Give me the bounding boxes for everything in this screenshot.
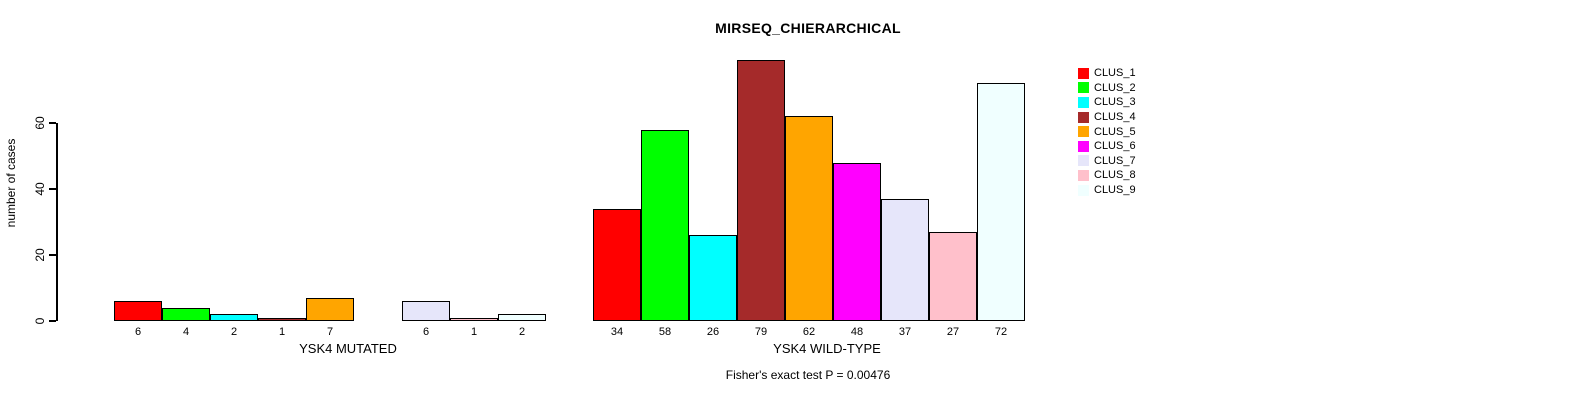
legend-label-clus-8: CLUS_8	[1094, 169, 1136, 182]
legend-swatch-clus-6	[1078, 140, 1089, 152]
bar-wildtype-clus-3	[689, 235, 737, 321]
legend-label-clus-3: CLUS_3	[1094, 96, 1136, 109]
bar-value-label-wildtype-clus-1: 34	[610, 326, 624, 338]
legend-item-clus-9: CLUS_9	[1078, 183, 1136, 198]
y-axis-tick	[49, 320, 56, 322]
legend-item-clus-5: CLUS_5	[1078, 124, 1136, 139]
y-axis-tick	[49, 254, 56, 256]
y-axis-tick	[49, 122, 56, 124]
fisher-test-annotation: Fisher's exact test P = 0.00476	[725, 368, 891, 382]
bar-value-label-mutated-clus-3: 2	[230, 326, 238, 338]
bar-mutated-clus-9	[498, 314, 546, 321]
y-axis-tick-label: 60	[33, 116, 47, 130]
bar-value-label-wildtype-clus-9: 72	[994, 326, 1008, 338]
legend-label-clus-6: CLUS_6	[1094, 140, 1136, 153]
bar-wildtype-clus-2	[641, 130, 689, 321]
bar-mutated-clus-5	[306, 298, 354, 321]
bar-value-label-wildtype-clus-5: 62	[802, 326, 816, 338]
bar-wildtype-clus-7	[881, 199, 929, 321]
bar-wildtype-clus-5	[785, 116, 833, 321]
chart-title: MIRSEQ_CHIERARCHICAL	[715, 20, 901, 36]
legend-item-clus-2: CLUS_2	[1078, 81, 1136, 96]
legend-swatch-clus-4	[1078, 111, 1089, 123]
bar-mutated-clus-4	[258, 318, 306, 321]
bar-wildtype-clus-6	[833, 163, 881, 321]
y-axis-tick-label: 20	[33, 248, 47, 262]
legend-item-clus-7: CLUS_7	[1078, 154, 1136, 169]
bar-mutated-clus-1	[114, 301, 162, 321]
bar-mutated-clus-8	[450, 318, 498, 321]
y-axis-line	[56, 123, 58, 321]
legend-swatch-clus-2	[1078, 82, 1089, 94]
legend-item-clus-4: CLUS_4	[1078, 110, 1136, 125]
bar-value-label-wildtype-clus-7: 37	[898, 326, 912, 338]
legend-swatch-clus-1	[1078, 67, 1089, 79]
x-axis-label-mutated: YSK4 MUTATED	[299, 341, 397, 356]
legend-label-clus-4: CLUS_4	[1094, 111, 1136, 124]
bar-value-label-mutated-clus-4: 1	[278, 326, 286, 338]
bar-value-label-mutated-clus-7: 6	[422, 326, 430, 338]
bar-value-label-mutated-clus-2: 4	[182, 326, 190, 338]
legend-label-clus-1: CLUS_1	[1094, 67, 1136, 80]
y-axis-tick	[49, 188, 56, 190]
bar-value-label-mutated-clus-1: 6	[134, 326, 142, 338]
bar-wildtype-clus-9	[977, 83, 1025, 321]
bar-value-label-mutated-clus-8: 1	[470, 326, 478, 338]
legend-label-clus-7: CLUS_7	[1094, 154, 1136, 167]
bar-wildtype-clus-1	[593, 209, 641, 321]
bar-value-label-mutated-clus-5: 7	[326, 326, 334, 338]
legend-item-clus-3: CLUS_3	[1078, 95, 1136, 110]
bar-value-label-wildtype-clus-8: 27	[946, 326, 960, 338]
legend-swatch-clus-5	[1078, 126, 1089, 138]
legend-swatch-clus-3	[1078, 96, 1089, 108]
legend-swatch-clus-9	[1078, 184, 1089, 196]
legend-swatch-clus-7	[1078, 155, 1089, 167]
bar-mutated-clus-3	[210, 314, 258, 321]
bar-value-label-mutated-clus-9: 2	[518, 326, 526, 338]
bar-wildtype-clus-8	[929, 232, 977, 321]
bar-wildtype-clus-4	[737, 60, 785, 321]
legend-item-clus-6: CLUS_6	[1078, 139, 1136, 154]
legend-label-clus-9: CLUS_9	[1094, 184, 1136, 197]
legend-label-clus-2: CLUS_2	[1094, 81, 1136, 94]
bar-mutated-clus-2	[162, 308, 210, 321]
bar-value-label-wildtype-clus-6: 48	[850, 326, 864, 338]
legend-swatch-clus-8	[1078, 169, 1089, 181]
bar-value-label-wildtype-clus-4: 79	[754, 326, 768, 338]
legend-item-clus-1: CLUS_1	[1078, 66, 1136, 81]
legend-label-clus-5: CLUS_5	[1094, 125, 1136, 138]
bar-value-label-wildtype-clus-2: 58	[658, 326, 672, 338]
legend-item-clus-8: CLUS_8	[1078, 168, 1136, 183]
bar-mutated-clus-7	[402, 301, 450, 321]
legend: CLUS_1 CLUS_2 CLUS_3 CLUS_4 CLUS_5 CLUS_6 CLUS…	[1078, 66, 1136, 197]
y-axis-tick-label: 40	[33, 182, 47, 196]
bar-value-label-wildtype-clus-3: 26	[706, 326, 720, 338]
x-axis-label-wildtype: YSK4 WILD-TYPE	[773, 341, 881, 356]
y-axis-tick-label: 0	[33, 317, 47, 325]
